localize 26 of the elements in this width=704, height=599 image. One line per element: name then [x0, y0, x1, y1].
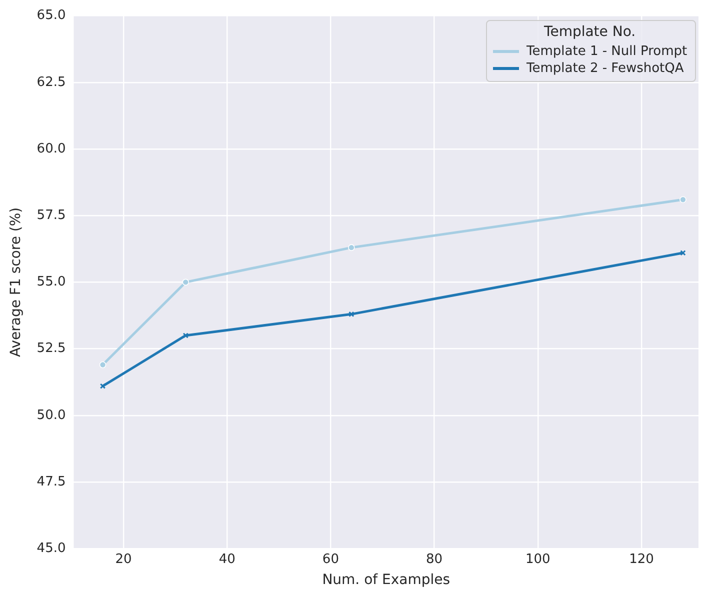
legend-title: Template No. [543, 24, 637, 41]
y-tick-label: 55.0 [36, 274, 66, 290]
point [348, 244, 355, 251]
x-tick-label: 40 [218, 552, 236, 567]
y-tick-label: 45.0 [36, 540, 66, 556]
y-tick-label: 65.0 [36, 8, 66, 24]
y-tick-label: 52.5 [36, 341, 66, 356]
point [680, 196, 686, 204]
y-tick-label: 47.5 [36, 474, 66, 490]
x-tick-label: 120 [629, 552, 654, 567]
point [99, 361, 106, 368]
y-axis-title: Average F1 score (%) [8, 207, 24, 358]
y-tick-label: 60.0 [36, 141, 66, 156]
x-axis-title: Num. of Examples [322, 572, 450, 588]
point [182, 332, 189, 338]
x-tick-label: 80 [426, 552, 443, 567]
point [182, 278, 190, 286]
y-tick-label: 57.5 [36, 208, 66, 223]
x-tick-label: 20 [115, 552, 132, 567]
y-tick-label: 50.0 [36, 408, 66, 423]
x-tick-label: 60 [322, 552, 339, 567]
x-tick-label: 100 [525, 552, 550, 567]
point [348, 311, 354, 318]
y-tick-label: 62.5 [36, 74, 66, 90]
legend-label: Template 2 - FewshotQA [526, 60, 684, 77]
legend-label: Template 1 - Null Prompt [526, 42, 688, 60]
